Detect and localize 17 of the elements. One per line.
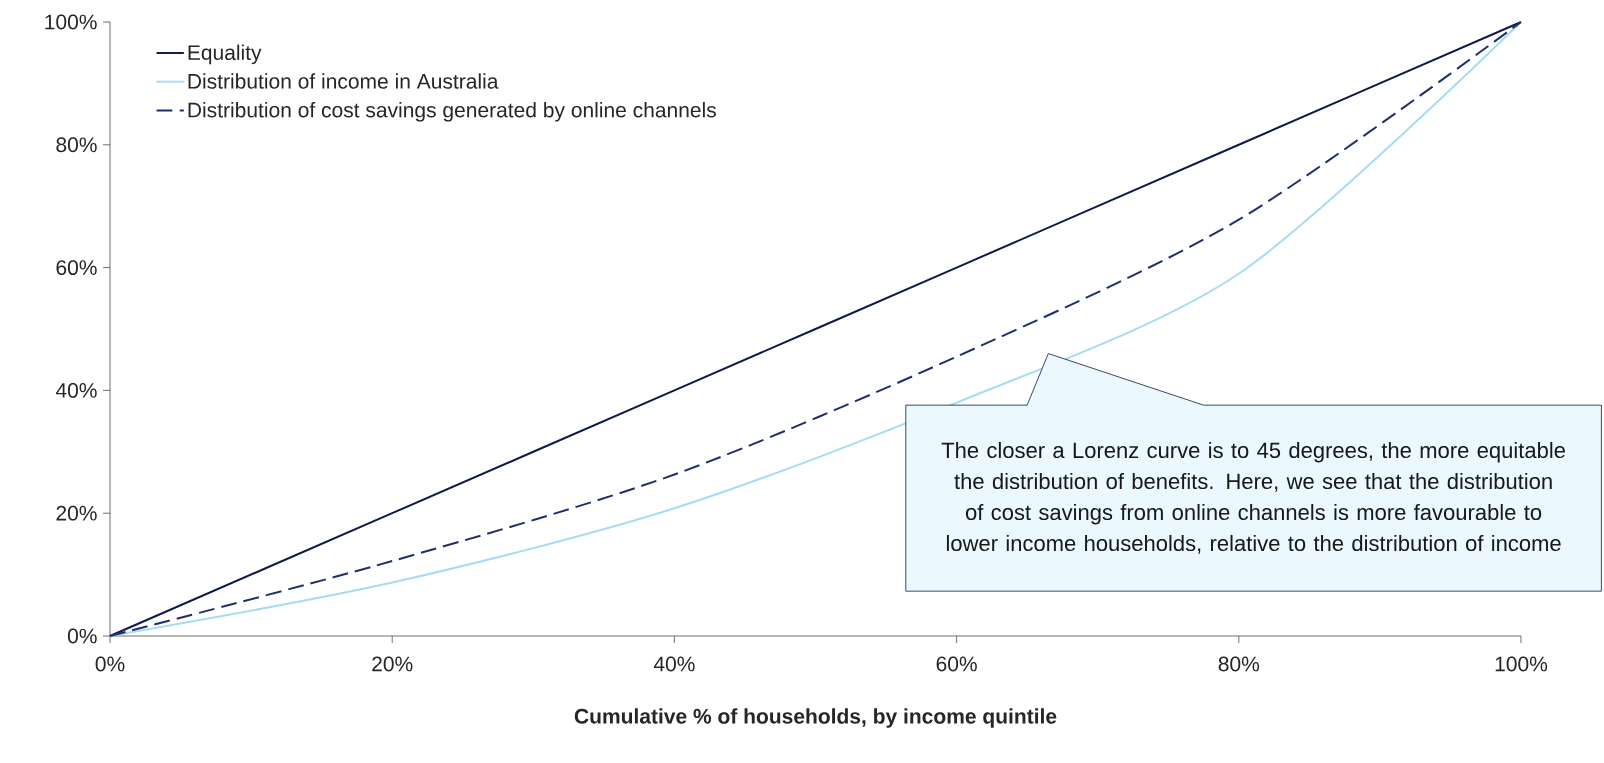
legend-label: Distribution of income in Australia	[188, 73, 499, 89]
x-tick-label: 60%	[936, 656, 977, 672]
x-tick-label: 40%	[653, 656, 695, 672]
x-tick-label: 100%	[1495, 656, 1548, 672]
x-tick-label: 20%	[372, 656, 413, 672]
y-tick-label: 60%	[56, 260, 97, 276]
annotation: The closer a Lorenz curve is to 45 degrees, the more equitable the distribution of benefits. Here, we see that the distribution of cost savings from online channels is more favourable to lower income households, relative to the distribution of income	[941, 441, 1565, 554]
legend-label: Equality	[188, 44, 262, 65]
legend-label: Distribution of cost savings generated by online channels	[188, 102, 716, 122]
y-tick-label: 100%	[45, 14, 97, 30]
x-tick-label: 0%	[95, 656, 125, 672]
y-tick-label: 20%	[56, 505, 97, 521]
y-tick-label: 80%	[56, 137, 97, 153]
x-tick-label: 80%	[1218, 656, 1260, 672]
y-tick-label: 40%	[55, 382, 97, 398]
x-axis-title: Cumulative % of households, by income quintile	[574, 708, 1057, 728]
y-tick-label: 0%	[67, 628, 97, 644]
